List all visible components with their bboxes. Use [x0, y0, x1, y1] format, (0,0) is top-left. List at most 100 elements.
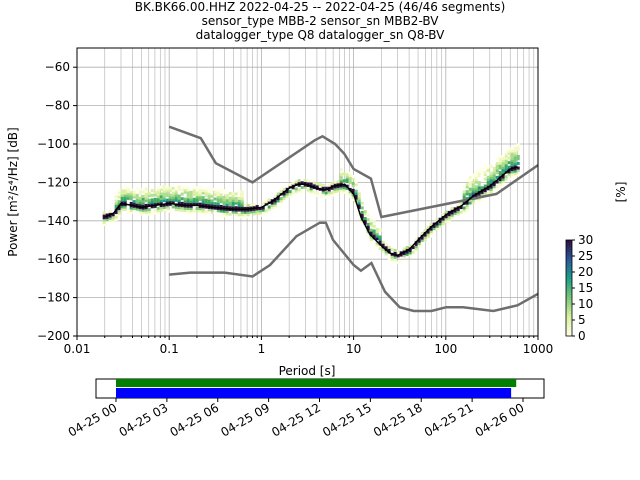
density-cell: [501, 177, 505, 181]
density-cell: [138, 208, 142, 212]
density-cell: [174, 191, 178, 195]
density-cell: [162, 187, 166, 191]
density-cell: [189, 197, 193, 201]
density-cell: [129, 211, 133, 215]
density-cell: [141, 197, 145, 201]
density-cell: [147, 194, 151, 198]
density-cell: [141, 208, 145, 212]
density-cell: [477, 171, 481, 175]
density-cell: [351, 188, 355, 192]
density-cell: [108, 216, 112, 220]
density-cell: [177, 206, 181, 210]
density-cell: [366, 211, 370, 215]
density-cell: [201, 200, 205, 204]
density-cell: [480, 193, 484, 197]
density-cell: [420, 243, 424, 247]
density-cell: [300, 190, 304, 194]
density-cell: [486, 175, 490, 179]
density-cell: [498, 166, 502, 170]
density-cell: [258, 206, 262, 210]
density-cell: [291, 186, 295, 190]
density-cell: [282, 197, 286, 201]
density-cell: [135, 193, 139, 197]
density-cell: [513, 171, 517, 175]
density-cell: [144, 192, 148, 196]
density-cell: [510, 163, 514, 167]
density-cell: [132, 211, 136, 215]
density-cell: [438, 222, 442, 226]
density-cell: [303, 185, 307, 189]
density-cell: [174, 210, 178, 214]
density-cell: [114, 201, 118, 205]
density-cell: [504, 149, 508, 153]
density-cell: [147, 212, 151, 216]
density-cell: [345, 168, 349, 172]
density-cell: [441, 224, 445, 228]
x-tick-label: 1000: [523, 342, 554, 356]
density-cell: [198, 191, 202, 195]
density-cell: [156, 211, 160, 215]
density-cell: [501, 166, 505, 170]
density-cell: [138, 201, 142, 205]
density-cell: [351, 177, 355, 181]
density-cell: [192, 190, 196, 194]
density-cell: [399, 253, 403, 257]
density-cell: [198, 188, 202, 192]
density-cell: [159, 201, 163, 205]
density-cell: [240, 197, 244, 201]
density-cell: [366, 213, 370, 217]
density-cell: [177, 196, 181, 200]
density-cell: [510, 172, 514, 176]
density-cell: [189, 209, 193, 213]
y-axis: −60 −80 −100 −120 −140 −160 −180 −200: [37, 60, 77, 343]
density-cell: [195, 209, 199, 213]
density-cell: [225, 203, 229, 207]
density-cell: [171, 191, 175, 195]
density-cell: [318, 194, 322, 198]
density-cell: [339, 179, 343, 183]
density-cell: [354, 196, 358, 200]
density-cell: [516, 143, 520, 147]
density-cell: [489, 171, 493, 175]
density-cell: [246, 210, 250, 214]
density-cell: [474, 173, 478, 177]
density-cell: [447, 215, 451, 219]
chart-title-line3: datalogger_type Q8 datalogger_sn Q8-BV: [195, 28, 445, 42]
density-cell: [309, 187, 313, 191]
density-cell: [501, 168, 505, 172]
density-cell: [186, 186, 190, 190]
density-cell: [102, 211, 106, 215]
density-cell: [324, 186, 328, 190]
density-cell: [405, 250, 409, 254]
density-cell: [477, 192, 481, 196]
density-cell: [108, 214, 112, 218]
density-cell: [477, 197, 481, 201]
density-cell: [156, 192, 160, 196]
density-cell: [189, 211, 193, 215]
high-noise-model: [168, 125, 538, 219]
density-cell: [357, 199, 361, 203]
density-cell: [336, 187, 340, 191]
density-cell: [162, 199, 166, 203]
density-cell: [429, 227, 433, 231]
density-cell: [492, 171, 496, 175]
density-cell: [252, 210, 256, 214]
density-cell: [333, 190, 337, 194]
density-cell: [168, 198, 172, 202]
coverage-tick-label: 04-25 00: [66, 400, 120, 439]
density-cell: [150, 200, 154, 204]
x-axis-label: Period [s]: [279, 364, 336, 378]
density-cell: [360, 206, 364, 210]
density-cell: [429, 229, 433, 233]
density-cell: [471, 187, 475, 191]
density-cell: [396, 261, 400, 265]
density-cell: [123, 196, 127, 200]
density-cell: [504, 163, 508, 167]
density-cell: [483, 191, 487, 195]
density-cell: [183, 206, 187, 210]
density-cell: [231, 194, 235, 198]
density-cell: [327, 188, 331, 192]
density-cell: [243, 206, 247, 210]
density-cell: [162, 196, 166, 200]
